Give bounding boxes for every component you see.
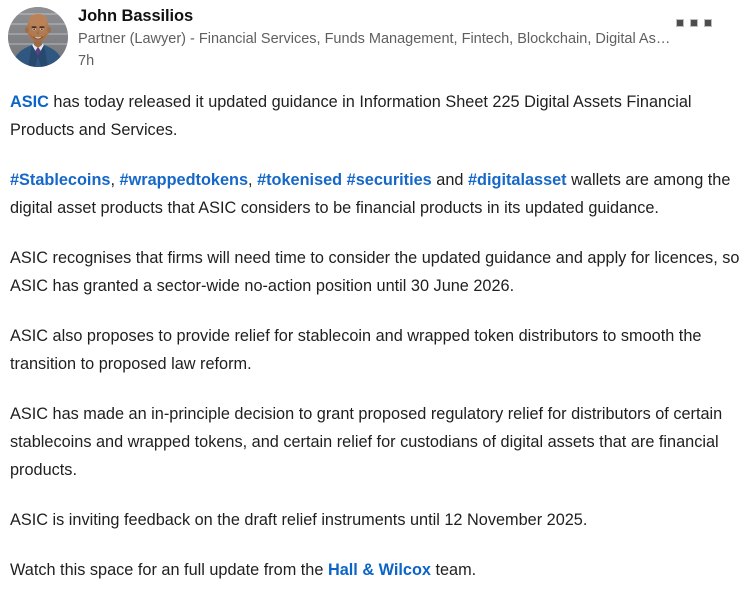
hashtag-wrappedtokens[interactable]: #wrappedtokens — [119, 171, 248, 189]
author-block: John Bassilios Partner (Lawyer) - Financ… — [78, 6, 695, 71]
post-paragraph-7: Watch this space for an full update from… — [10, 556, 740, 584]
ellipsis-dot-icon — [676, 19, 684, 27]
post-paragraph-5: ASIC has made an in-principle decision t… — [10, 405, 723, 479]
post-paragraph-7-before: Watch this space for an full update from… — [10, 561, 328, 579]
hashtag-stablecoins[interactable]: #Stablecoins — [10, 171, 111, 189]
avatar-photo-icon — [8, 7, 68, 67]
post-paragraph-1: ASIC has today released it updated guida… — [10, 88, 740, 144]
asic-link[interactable]: ASIC — [10, 93, 49, 111]
author-name[interactable]: John Bassilios — [78, 7, 194, 25]
post-body: ASIC has today released it updated guida… — [10, 88, 740, 584]
post-header: John Bassilios Partner (Lawyer) - Financ… — [0, 0, 745, 82]
post-paragraph-2: #Stablecoins, #wrappedtokens, #tokenised… — [10, 166, 740, 222]
post-paragraph-2-mid: and — [431, 171, 468, 189]
more-options-button[interactable] — [676, 19, 712, 27]
separator-text: , — [248, 171, 258, 189]
hall-and-wilcox-link[interactable]: Hall & Wilcox — [327, 561, 431, 579]
hashtag-securities[interactable]: #securities — [346, 171, 432, 189]
hashtag-tokenised[interactable]: #tokenised — [257, 171, 343, 189]
post-paragraph-7-after: team. — [430, 561, 477, 579]
avatar[interactable] — [8, 7, 68, 67]
hashtag-digitalasset[interactable]: #digitalasset — [467, 171, 567, 189]
post-paragraph-4: ASIC also proposes to provide relief for… — [10, 327, 702, 373]
post-timestamp: 7h — [78, 53, 95, 69]
author-headline: Partner (Lawyer) - Financial Services, F… — [78, 31, 671, 47]
post-paragraph-2-text: wallets are among the digital asset prod… — [10, 171, 731, 217]
separator-text: , — [110, 171, 120, 189]
post-paragraph-3: ASIC recognises that firms will need tim… — [10, 249, 740, 295]
ellipsis-dot-icon — [690, 19, 698, 27]
post-paragraph-1-text: has today released it updated guidance i… — [10, 93, 692, 139]
ellipsis-dot-icon — [704, 19, 712, 27]
post-paragraph-6: ASIC is inviting feedback on the draft r… — [10, 511, 588, 529]
